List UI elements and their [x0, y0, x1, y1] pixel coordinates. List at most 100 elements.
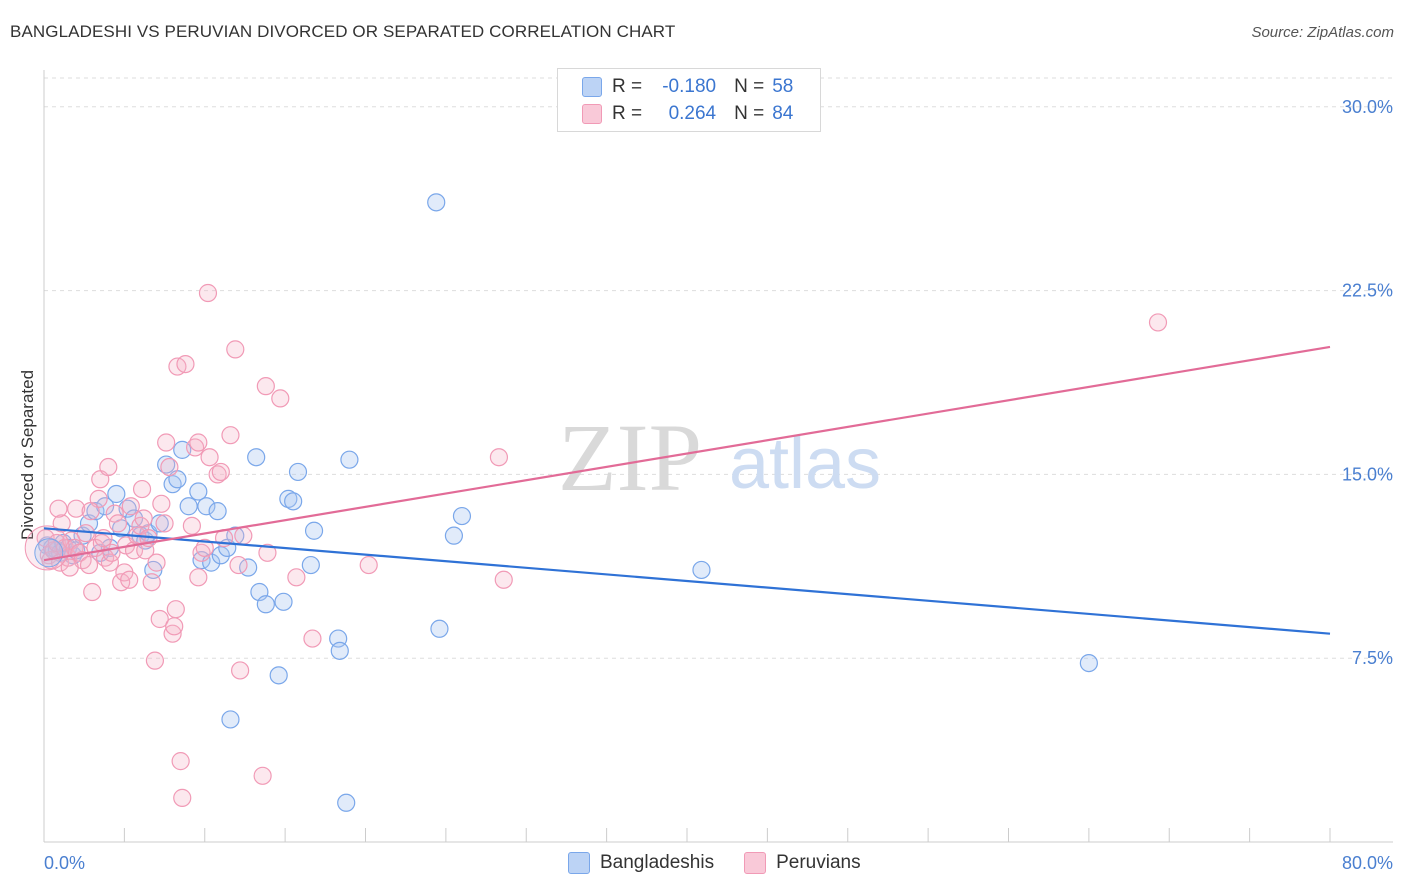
tick-labels: 7.5% 15.0% 22.5% 30.0% 0.0% 80.0% [44, 97, 1393, 873]
data-point-peruvians [208, 465, 227, 484]
data-point-bangladeshis [427, 193, 446, 212]
data-point-peruvians [231, 661, 250, 680]
data-point-peruvians [173, 788, 192, 807]
legend-r-value: 0.264 [668, 103, 717, 124]
x-tick-label: 0.0% [44, 853, 85, 873]
legend-n-label: N = [734, 76, 765, 97]
data-point-bangladeshis [444, 526, 464, 545]
data-point-peruvians [494, 570, 513, 589]
data-point-bangladeshis [452, 506, 472, 526]
data-point-peruvians [198, 283, 218, 303]
data-point-peruvians [132, 479, 152, 499]
data-point-bangladeshis [34, 538, 64, 568]
source-label: Source: ZipAtlas.com [1251, 24, 1394, 41]
data-point-peruvians [163, 624, 182, 643]
data-point-peruvians [81, 502, 100, 521]
data-point-bangladeshis [288, 462, 308, 482]
data-point-peruvians [155, 514, 174, 533]
axes [43, 70, 1393, 843]
data-point-peruvians [186, 438, 205, 457]
data-point-peruvians [253, 766, 272, 785]
legend-r-label: R = [612, 103, 643, 124]
data-point-bangladeshis [430, 619, 449, 638]
data-point-peruvians [60, 558, 79, 577]
data-point-peruvians [157, 433, 176, 452]
data-point-peruvians [189, 433, 208, 452]
data-point-bangladeshis [107, 484, 126, 504]
data-point-peruvians [121, 497, 140, 516]
watermark-atlas: atlas [729, 424, 881, 504]
data-point-bangladeshis [211, 546, 230, 565]
data-point-peruvians [258, 543, 277, 562]
data-point-bangladeshis [284, 492, 303, 511]
y-tick-label: 7.5% [1352, 648, 1393, 668]
data-point-peruvians [189, 568, 208, 587]
data-point-peruvians [234, 526, 253, 545]
data-point-bangladeshis [95, 497, 115, 516]
data-point-bangladeshis [208, 502, 227, 521]
legend-r-label: R = [612, 76, 643, 97]
data-point-bangladeshis [274, 592, 293, 611]
data-point-peruvians [99, 457, 118, 477]
data-point-peruvians [134, 509, 153, 528]
data-point-peruvians [165, 617, 184, 636]
data-point-peruvians [226, 340, 245, 359]
data-point-peruvians [221, 426, 240, 445]
legend-n-value: 58 [772, 76, 794, 97]
data-point-bangladeshis [189, 482, 208, 501]
data-point-bangladeshis [179, 497, 198, 516]
data-point-bangladeshis [340, 450, 359, 469]
legend-item-peruvians[interactable]: Peruvians [744, 852, 861, 874]
data-point-bangladeshis [221, 710, 240, 729]
data-point-bangladeshis [197, 497, 216, 516]
legend-label-peruvians: Peruvians [776, 852, 861, 873]
data-point-bangladeshis [1079, 653, 1098, 673]
legend-label-bangladeshis: Bangladeshis [600, 852, 715, 873]
data-point-peruvians [489, 448, 509, 467]
data-point-peruvians [152, 494, 171, 513]
data-point-bangladeshis [330, 641, 349, 660]
data-point-peruvians [166, 600, 185, 619]
data-point-bangladeshis [157, 455, 176, 474]
data-point-peruvians [147, 553, 166, 572]
legend-row-bangladeshis: R = -0.180 N = 58 [582, 75, 793, 99]
data-point-peruvians [211, 462, 230, 482]
trend-line-bangladeshis [43, 527, 1331, 635]
data-point-peruvians [160, 457, 179, 477]
y-tick-label: 22.5% [1342, 281, 1393, 301]
data-point-peruvians [105, 504, 124, 523]
data-point-bangladeshis [301, 555, 320, 575]
data-point-peruvians [120, 570, 139, 589]
data-point-peruvians [195, 538, 214, 558]
data-point-bangladeshis [337, 793, 356, 812]
data-point-peruvians [79, 555, 99, 575]
data-point-peruvians [83, 582, 102, 602]
trend-line-peruvians [43, 345, 1331, 562]
data-point-peruvians [150, 609, 169, 629]
data-point-bangladeshis [256, 595, 275, 614]
watermark: ZIP atlas [558, 404, 881, 511]
y-tick-label: 15.0% [1342, 464, 1393, 484]
data-point-peruvians [192, 543, 211, 562]
legend-n-value: 84 [772, 103, 794, 124]
data-point-peruvians [359, 555, 378, 575]
data-point-peruvians [142, 573, 161, 592]
data-point-peruvians [200, 448, 219, 467]
trend-lines [43, 345, 1331, 635]
legend-r-value: -0.180 [662, 76, 717, 97]
data-point-peruvians [287, 568, 306, 587]
legend-swatch-bangladeshis [582, 77, 602, 97]
data-point-peruvians [145, 651, 165, 670]
legend-item-bangladeshis[interactable]: Bangladeshis [568, 852, 714, 874]
data-point-peruvians [171, 752, 190, 771]
data-point-peruvians [49, 499, 68, 518]
data-points [24, 193, 1168, 812]
data-point-bangladeshis [269, 666, 288, 685]
data-point-peruvians [256, 377, 275, 396]
watermark-zip: ZIP [558, 404, 702, 511]
legend-row-peruvians: R = 0.264 N = 84 [582, 102, 793, 126]
data-point-bangladeshis [692, 560, 711, 580]
legend-swatch-peruvians [582, 104, 602, 124]
data-point-peruvians [229, 555, 248, 575]
